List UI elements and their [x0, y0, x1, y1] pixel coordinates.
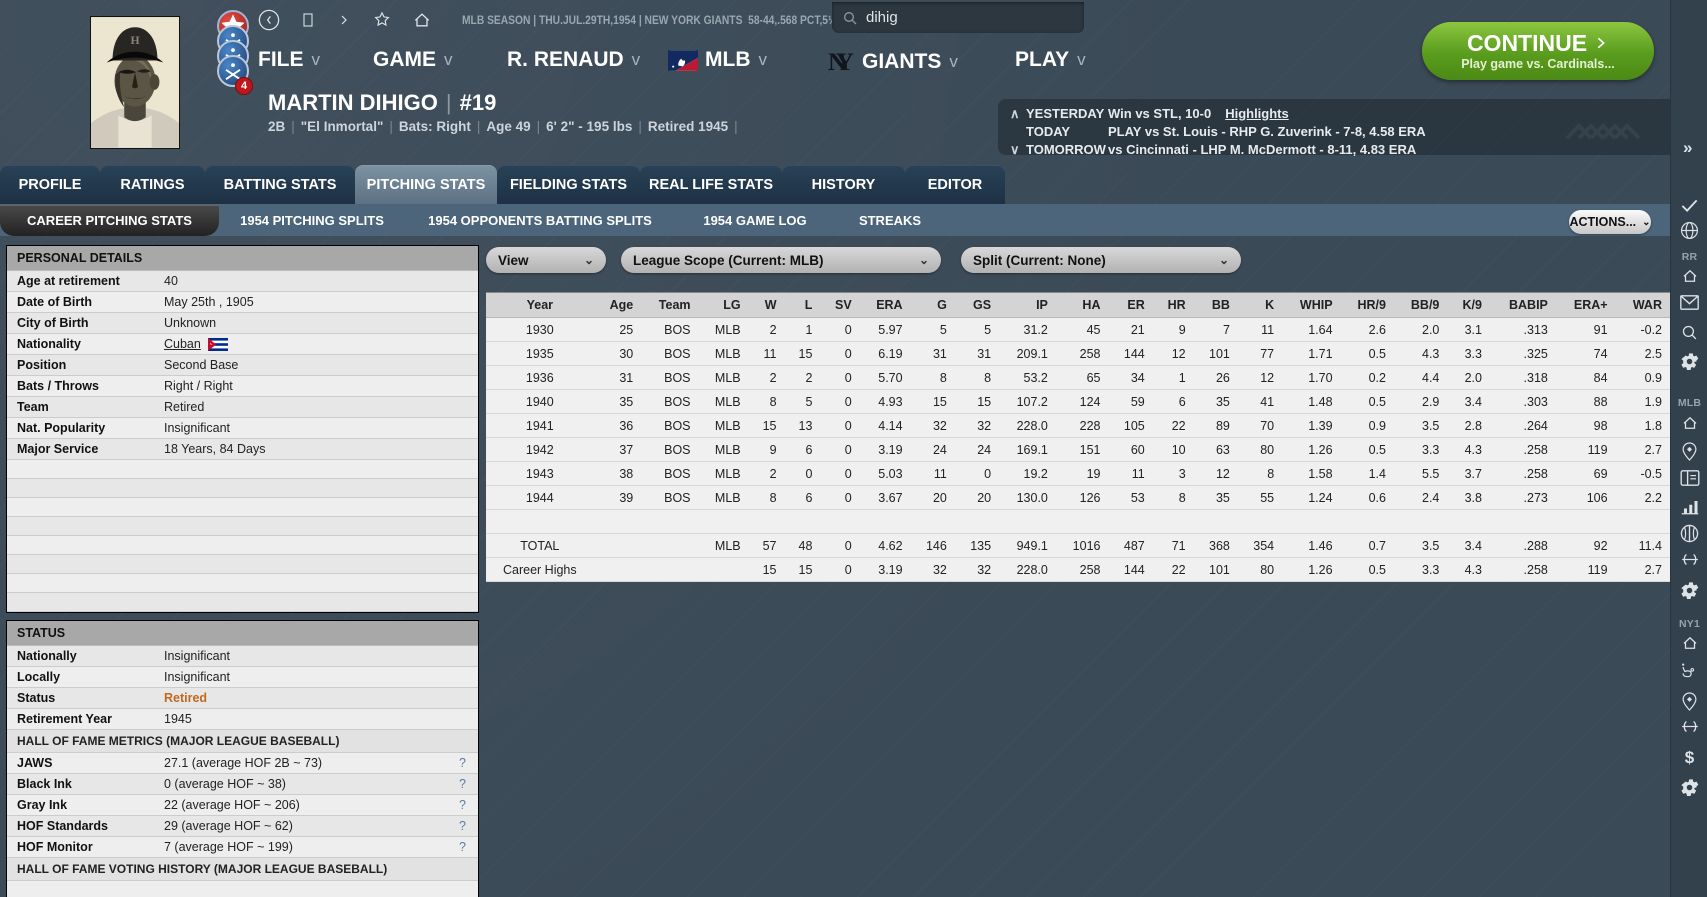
svg-text:Y: Y: [836, 48, 854, 75]
svg-text:H: H: [130, 34, 139, 47]
